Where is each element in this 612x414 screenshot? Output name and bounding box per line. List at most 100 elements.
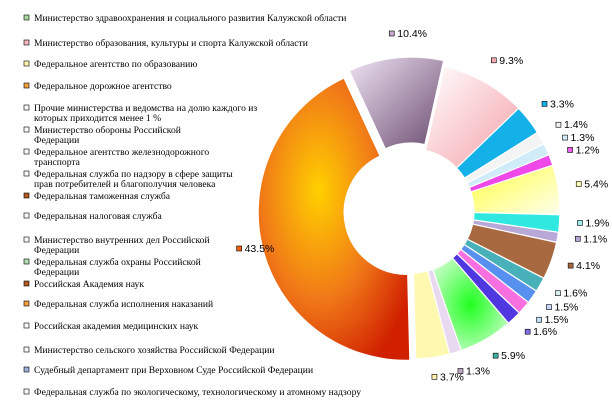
slice-label-text: 3.3% (550, 98, 574, 110)
slice-label: 1.4% (555, 119, 588, 131)
legend-item: Федеральная таможенная служба (23, 191, 171, 202)
slice-label-marker (524, 328, 531, 335)
legend-swatch (23, 170, 30, 177)
legend-swatch (23, 126, 30, 133)
legend-label: Министерство обороны Российской (34, 125, 181, 136)
slice-label: 4.1% (567, 260, 600, 272)
slice-label-marker (457, 368, 464, 374)
legend-swatch (23, 104, 30, 111)
legend-swatch (23, 212, 30, 219)
legend: Министерство здравоохранения и социально… (23, 13, 361, 398)
legend-swatch (23, 258, 30, 265)
legend-label: Федеральная налоговая служба (34, 211, 162, 222)
slice-label: 1.9% (577, 217, 609, 229)
slice-label: 1.3% (562, 132, 595, 144)
slice-label-marker (388, 30, 395, 37)
slice-label-text: 4.1% (576, 260, 600, 272)
slice-label-text: 1.2% (576, 144, 600, 156)
slice-label-text: 5.4% (584, 179, 608, 191)
legend-swatch (23, 366, 30, 373)
slice-label-marker (567, 262, 574, 269)
slice-label-text: 1.3% (571, 132, 595, 144)
legend-swatch (23, 39, 30, 46)
slice-label: 5.9% (492, 350, 525, 362)
legend-label: Министерство сельского хозяйства Российс… (34, 345, 275, 356)
slice-label-marker (492, 352, 499, 359)
slice-label-marker (562, 134, 568, 141)
slice-label: 3.3% (541, 98, 574, 110)
legend-item: Федеральная служба охраны РоссийскойФеде… (23, 257, 201, 278)
legend-item: Министерство здравоохранения и социально… (23, 13, 346, 24)
legend-label: Министерство образования, культуры и спо… (34, 38, 308, 49)
slice-label: 1.5% (546, 302, 578, 314)
legend-swatch (23, 388, 30, 395)
slice-label-text: 1.6% (563, 288, 587, 300)
slice-label-marker (491, 57, 497, 64)
legend-item: Министерство внутренних дел РоссийскойФе… (23, 235, 210, 256)
legend-label: Федеральное агентство железнодорожного (34, 147, 209, 158)
slice-label-marker (536, 316, 542, 323)
legend-item: Федеральное агентство по образованию (23, 59, 197, 70)
legend-swatch (23, 82, 30, 89)
slice-label: 9.3% (491, 55, 523, 67)
legend-label: Федерации (34, 135, 79, 146)
slice-label: 1.5% (536, 314, 569, 326)
slice-label-text: 5.9% (501, 350, 525, 362)
legend-label: которых приходится менее 1 % (34, 113, 161, 124)
slice-label: 1.3% (457, 365, 490, 377)
slice-label-text: 1.6% (533, 326, 557, 338)
legend-item: Российская академия медицинских наук (23, 321, 199, 332)
legend-item: Федеральная служба по надзору в сфере за… (23, 169, 233, 190)
legend-item: Российская Академия наук (23, 279, 144, 290)
slice-label: 1.1% (574, 233, 607, 245)
legend-label: прав потребителей и благополучия человек… (34, 179, 216, 190)
slice-label-marker (555, 290, 561, 297)
donut-slice (412, 270, 451, 360)
legend-item: Судебный департамент при Верховном Суде … (23, 365, 313, 376)
legend-label: Федеральное дорожное агентство (34, 81, 172, 92)
legend-item: Министерство сельского хозяйства Российс… (23, 345, 275, 356)
legend-label: Министерство здравоохранения и социально… (34, 13, 346, 24)
donut-slice (257, 77, 411, 361)
legend-swatch (23, 300, 30, 307)
slice-label-marker (574, 235, 581, 242)
legend-item: Прочие министерства и ведомства на долю … (23, 103, 257, 124)
legend-swatch (23, 236, 30, 243)
legend-label: Судебный департамент при Верховном Суде … (34, 365, 313, 376)
slice-label: 1.2% (567, 144, 600, 156)
legend-item: Федеральная служба исполнения наказаний (23, 299, 213, 310)
slice-label-text: 1.5% (545, 314, 569, 326)
slice-label-text: 9.3% (499, 55, 523, 67)
slice-label-marker (236, 245, 242, 252)
slice-label: 1.6% (555, 288, 587, 300)
legend-label: Федеральная служба по экологическому, те… (34, 387, 361, 398)
slice-label-text: 1.3% (466, 365, 490, 377)
legend-swatch (23, 148, 30, 155)
slice-label-text: 1.9% (585, 217, 609, 229)
donut-slices (257, 56, 561, 361)
slice-label-text: 1.4% (564, 119, 588, 131)
slice-label: 5.4% (575, 179, 608, 191)
legend-label: Федеральная служба по надзору в сфере за… (34, 169, 233, 180)
legend-item: Федеральное дорожное агентство (23, 81, 172, 92)
slice-label-marker (555, 121, 562, 128)
slice-label: 43.5% (236, 243, 274, 255)
legend-label: Федерации (34, 245, 79, 256)
slice-label-text: 10.4% (397, 28, 427, 40)
slice-label-marker (431, 374, 438, 380)
slice-label-marker (577, 220, 583, 226)
legend-swatch (23, 14, 30, 21)
legend-swatch (23, 192, 30, 199)
slice-label-marker (541, 101, 548, 107)
legend-item: Федеральная налоговая служба (23, 211, 162, 222)
donut-slice (348, 56, 445, 150)
legend-swatch (23, 60, 30, 67)
legend-label: Федеральное агентство по образованию (34, 59, 197, 70)
legend-label: Российская академия медицинских наук (34, 321, 199, 332)
slice-label: 1.6% (524, 326, 557, 338)
legend-item: Министерство образования, культуры и спо… (23, 38, 308, 49)
legend-label: Федеральная таможенная служба (34, 191, 171, 202)
slice-label-text: 1.1% (583, 233, 607, 245)
